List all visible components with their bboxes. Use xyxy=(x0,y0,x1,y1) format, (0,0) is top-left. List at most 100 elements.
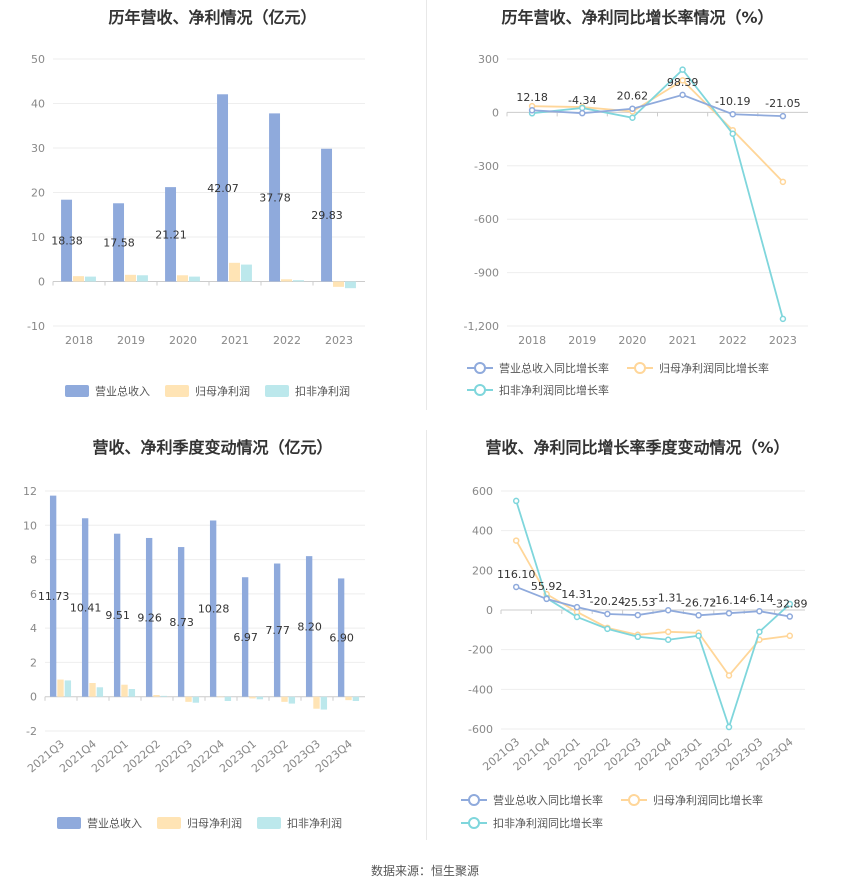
data-point xyxy=(729,110,736,118)
bar-revenue xyxy=(321,148,333,282)
x-tick-label: 2022 xyxy=(719,334,747,347)
data-label: -10.19 xyxy=(715,95,750,108)
chart-title: 历年营收、净利情况（亿元） xyxy=(108,8,317,27)
data-point xyxy=(729,130,736,138)
bar-net-profit xyxy=(333,281,344,287)
x-tick-label: 2018 xyxy=(65,334,93,347)
legend-marker xyxy=(634,362,646,374)
bar-revenue xyxy=(113,533,121,697)
y-tick-label: -400 xyxy=(468,683,493,696)
data-label: 9.26 xyxy=(137,611,162,624)
y-tick-label: 40 xyxy=(31,98,45,111)
legend-label: 扣非净利润 xyxy=(295,384,350,398)
quarterly-bar-chart: -20246810122021Q32021Q42022Q12022Q22022Q… xyxy=(23,485,365,830)
bar-deducted-profit xyxy=(96,687,104,697)
annual-bar-chart: -10 0 10 20 30 40 50 2018 2019 2020 2021 2022 2023 18… xyxy=(27,53,365,398)
legend-label: 扣非净利润同比增长率 xyxy=(493,816,603,830)
legend-label: 归母净利润同比增长率 xyxy=(653,793,763,807)
data-point xyxy=(664,628,672,636)
legend-swatch xyxy=(65,385,89,397)
data-point xyxy=(528,106,536,114)
x-tick-label: 2021 xyxy=(221,334,249,347)
x-tick-label: 2023Q4 xyxy=(313,737,355,775)
data-point xyxy=(579,109,586,117)
chart-title: 营收、净利季度变动情况（亿元） xyxy=(92,438,333,457)
legend-marker xyxy=(474,362,486,374)
data-point xyxy=(604,610,611,618)
y-tick-label: 200 xyxy=(472,564,493,577)
series-line-revenue-growth xyxy=(515,586,790,618)
bar-net-profit xyxy=(185,696,192,702)
y-tick-label: 2 xyxy=(30,656,37,669)
y-tick-label: 6 xyxy=(30,588,37,601)
data-point xyxy=(695,612,702,619)
bar-net-profit xyxy=(345,696,352,701)
data-point xyxy=(725,672,733,679)
data-point xyxy=(756,607,763,615)
quarterly-revenue-profit-panel: 营收、净利季度变动情况（亿元） -2 0 2 4 6 8 10 12 2021Q3 2021Q4 2… xyxy=(0,430,425,850)
y-tick-label: 300 xyxy=(478,53,499,66)
data-point xyxy=(664,607,672,614)
data-label: 14.31 xyxy=(561,588,593,601)
y-tick-label: 600 xyxy=(472,485,493,498)
legend-label: 归母净利润 xyxy=(187,816,242,830)
bar-deducted-profit xyxy=(292,280,304,282)
y-tick-label: 20 xyxy=(31,187,45,200)
y-tick-label: 0 xyxy=(38,276,45,289)
bar-deducted-profit xyxy=(84,276,96,282)
data-point xyxy=(512,537,520,544)
data-label: 8.73 xyxy=(169,616,194,629)
legend-label: 归母净利润 xyxy=(195,384,250,398)
bar-deducted-profit xyxy=(320,696,328,710)
x-tick-label: 2023 xyxy=(769,334,797,347)
legend-swatch xyxy=(57,817,81,829)
data-label: -4.34 xyxy=(568,94,596,107)
data-label: 20.62 xyxy=(617,90,649,103)
y-tick-label: 0 xyxy=(492,106,499,119)
bar-revenue xyxy=(337,578,345,697)
y-tick-label: 50 xyxy=(31,53,45,66)
bar-deducted-profit xyxy=(64,680,72,697)
y-tick-label: 0 xyxy=(30,691,37,704)
bar-net-profit xyxy=(313,696,320,709)
data-label: 11.73 xyxy=(38,590,70,603)
bar-net-profit xyxy=(229,262,240,282)
data-label: 29.83 xyxy=(311,209,343,222)
data-label: -25.53 xyxy=(620,596,655,609)
legend-swatch xyxy=(165,385,189,397)
bar-revenue xyxy=(209,520,217,697)
y-tick-label: 30 xyxy=(31,142,45,155)
y-tick-label: 8 xyxy=(30,554,37,567)
data-point xyxy=(679,91,686,99)
bar-revenue xyxy=(145,537,153,697)
y-tick-label: 4 xyxy=(30,622,37,635)
data-label: -20.24 xyxy=(590,595,625,608)
legend-swatch xyxy=(265,385,289,397)
x-tick-label: 2019 xyxy=(568,334,596,347)
bar-revenue xyxy=(273,563,281,697)
x-tick-label: 2020 xyxy=(169,334,197,347)
data-point xyxy=(779,112,787,120)
bar-net-profit xyxy=(125,274,136,282)
y-tick-label: 400 xyxy=(472,525,493,538)
bar-revenue xyxy=(217,94,229,282)
bar-net-profit xyxy=(217,696,224,698)
bar-deducted-profit xyxy=(240,264,252,282)
vertical-divider xyxy=(426,0,427,410)
bar-net-profit xyxy=(73,276,84,282)
y-tick-label: 10 xyxy=(23,519,37,532)
bar-net-profit xyxy=(89,683,96,697)
data-source: 数据来源：恒生聚源 xyxy=(370,864,479,878)
data-point xyxy=(604,625,611,633)
series-line-deducted-profit-growth xyxy=(515,500,791,730)
data-label: 18.38 xyxy=(51,235,83,248)
data-label: -32.89 xyxy=(772,598,807,611)
bar-deducted-profit xyxy=(344,281,356,289)
series-line-revenue-growth xyxy=(532,93,783,118)
bar-net-profit xyxy=(57,679,64,697)
y-tick-label: 12 xyxy=(23,485,37,498)
bar-revenue xyxy=(81,518,89,697)
data-label: 42.07 xyxy=(207,182,239,195)
data-label: -1.31 xyxy=(654,591,682,604)
data-label: -16.14 xyxy=(711,594,746,607)
